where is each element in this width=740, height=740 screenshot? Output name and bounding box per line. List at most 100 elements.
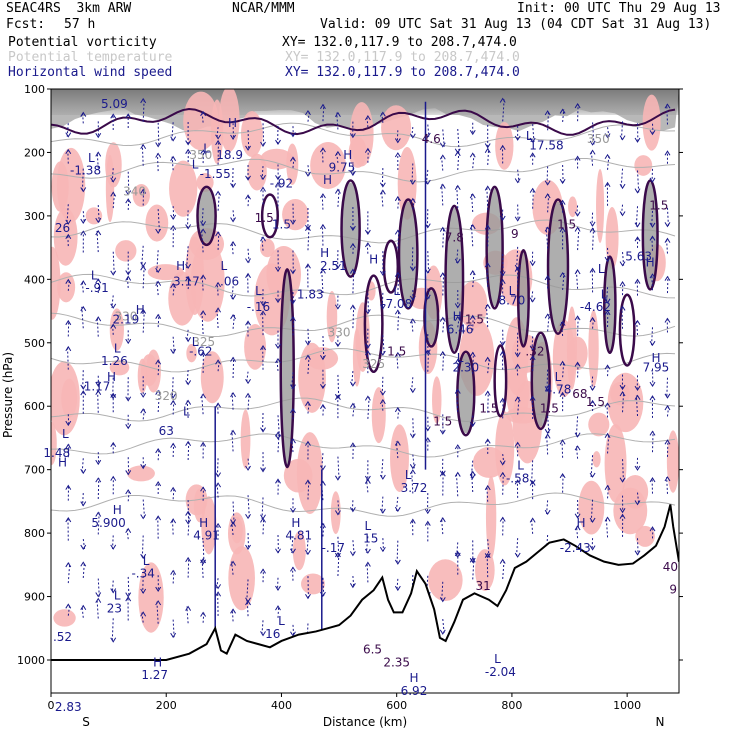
field-xy-pv: XY= 132.0,117.9 to 208.7,474.0 — [282, 35, 517, 50]
low-marker: L — [203, 141, 210, 155]
wind-vector — [171, 122, 174, 141]
wind-arrowhead — [170, 518, 177, 524]
pv-contour-label: 68 — [572, 387, 587, 401]
wind-vector — [111, 535, 114, 549]
wind-vector — [277, 606, 280, 618]
pv-contour — [603, 255, 617, 355]
wind-vector — [97, 478, 100, 499]
wind-arrowhead — [394, 351, 401, 358]
wind-arrowhead — [364, 147, 371, 153]
wind-arrowhead — [200, 310, 207, 316]
extremum-value-label: 4.91 — [193, 528, 220, 542]
wind-arrowhead — [320, 403, 326, 410]
wind-vector — [171, 519, 174, 535]
wind-arrowhead — [275, 266, 281, 273]
wind-arrowhead — [260, 427, 266, 433]
wind-arrowhead — [349, 133, 356, 139]
wind-vector — [81, 306, 84, 329]
wind-arrowhead — [334, 552, 341, 558]
pv-shading — [292, 531, 306, 571]
theta-label: 325 — [192, 335, 215, 349]
wind-arrowhead — [439, 471, 446, 477]
wind-arrowhead — [155, 359, 162, 365]
wind-vector — [82, 370, 84, 389]
x-tick-label: 400 — [271, 699, 292, 712]
wind-arrowhead — [80, 561, 87, 567]
wind-arrowhead — [185, 605, 192, 611]
low-marker: L — [192, 335, 199, 349]
wind-arrowhead — [559, 391, 566, 398]
pv-tower-shading — [549, 201, 567, 332]
wind-arrowhead — [110, 441, 117, 448]
wind-arrowhead — [215, 472, 222, 478]
wind-vector — [562, 361, 565, 378]
wind-vector — [81, 458, 84, 474]
wind-arrowhead — [604, 309, 611, 316]
wind-arrowhead — [604, 153, 611, 160]
wind-vector — [201, 208, 204, 226]
theta-label: 325 — [362, 357, 385, 371]
extremum-value-label: 23 — [107, 601, 122, 615]
low-marker: L — [91, 268, 98, 282]
fcst-label: Fcst: — [6, 17, 46, 32]
north-label: N — [656, 715, 665, 729]
wind-arrowhead — [559, 271, 566, 278]
wind-arrowhead — [185, 148, 192, 154]
theta-contour — [51, 312, 676, 338]
wind-arrowhead — [215, 522, 222, 529]
pv-contour-label: 31 — [475, 579, 490, 593]
pv-contour-label: .32 — [525, 344, 544, 358]
wind-arrowhead — [334, 510, 341, 516]
wind-arrowhead — [125, 592, 132, 598]
wind-arrowhead — [305, 340, 311, 346]
wind-arrowhead — [574, 445, 581, 451]
wind-arrowhead — [574, 211, 581, 217]
wind-arrowhead — [394, 406, 401, 413]
y-tick-label: 300 — [24, 210, 45, 223]
wind-arrowhead — [514, 479, 521, 485]
y-tick-label: 1000 — [17, 654, 45, 667]
wind-vector — [187, 441, 190, 461]
wind-arrowhead — [275, 434, 281, 440]
pv-shading — [634, 155, 653, 176]
wind-arrowhead — [140, 463, 147, 470]
wind-arrowhead — [484, 143, 491, 149]
high-marker: H — [107, 370, 116, 384]
extremum-value-label: -1.38 — [70, 164, 101, 178]
wind-arrowhead — [155, 152, 162, 158]
wind-arrowhead — [454, 258, 461, 264]
wind-arrowhead — [454, 184, 461, 191]
wind-arrowhead — [334, 263, 341, 270]
pv-shading — [53, 609, 76, 627]
wind-vector — [396, 540, 399, 564]
pv-shading — [57, 272, 76, 303]
wind-arrowhead — [200, 558, 207, 564]
theta-label: 350 — [587, 132, 610, 146]
wind-arrowhead — [320, 147, 326, 153]
y-tick-label: 800 — [24, 527, 45, 540]
wind-arrowhead — [484, 438, 491, 444]
wind-vector — [217, 232, 220, 250]
wind-vector — [502, 559, 505, 580]
wind-arrowhead — [275, 175, 281, 181]
theta-label: 350 — [189, 148, 212, 162]
wind-arrowhead — [230, 294, 236, 301]
field-label-pv: Potential vorticity — [8, 35, 157, 50]
wind-arrowhead — [334, 304, 341, 310]
wind-arrowhead — [424, 520, 431, 526]
wind-arrowhead — [65, 319, 72, 326]
wind-arrowhead — [379, 350, 386, 356]
pv-shading — [428, 559, 463, 602]
wind-arrowhead — [544, 428, 551, 435]
wind-arrowhead — [559, 178, 566, 185]
wind-arrowhead — [439, 272, 446, 278]
wind-vector — [321, 194, 324, 210]
wind-arrowhead — [305, 171, 311, 177]
pv-tower-shading — [425, 290, 438, 345]
wind-arrowhead — [200, 611, 207, 617]
wind-arrowhead — [634, 319, 641, 326]
wind-arrowhead — [110, 303, 117, 309]
wind-arrowhead — [379, 508, 386, 514]
wind-arrowhead — [349, 381, 356, 387]
wind-arrowhead — [574, 226, 581, 232]
